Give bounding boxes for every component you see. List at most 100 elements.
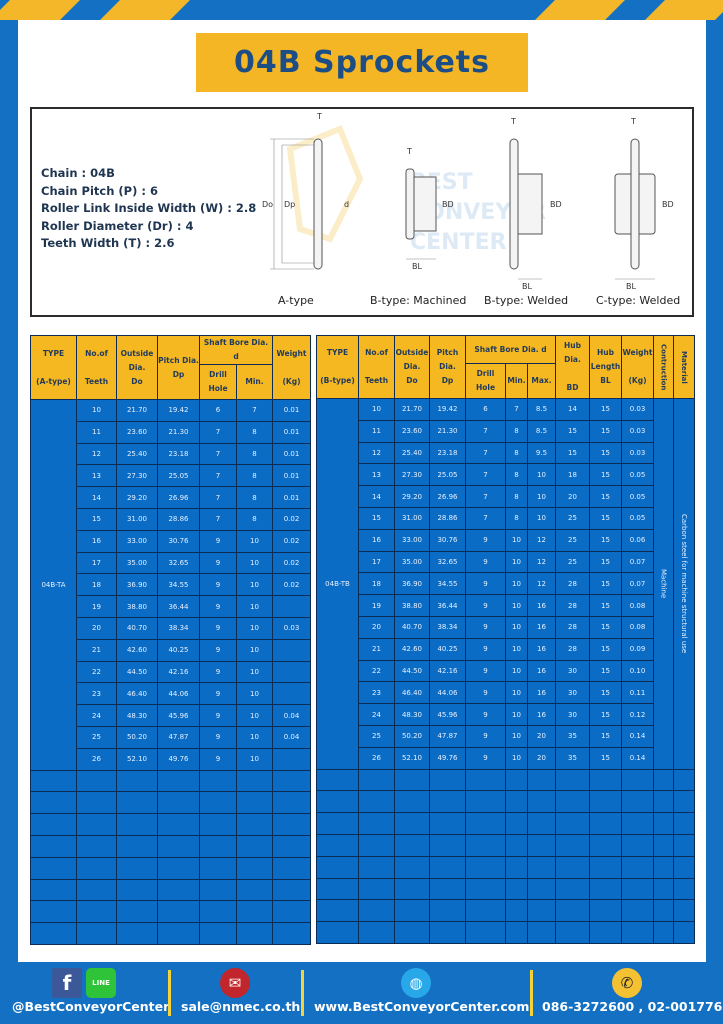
table-cell — [116, 878, 158, 902]
table-row: 16 33.00 30.76 9 10 0.02 — [31, 529, 311, 553]
table-cell — [199, 922, 237, 945]
table-cell — [589, 877, 622, 901]
table-cell: 15 — [589, 550, 622, 574]
table-row: 12 25.40 23.18 7 8 0.01 — [31, 442, 311, 466]
table-row: 11 23.60 21.30 7 8 8.5 15 15 0.03 — [317, 419, 695, 443]
table-cell: 29.20 — [116, 486, 158, 509]
label-bl: BL — [412, 262, 422, 271]
table-cell — [358, 921, 395, 944]
empty-cell — [30, 769, 77, 793]
table-cell: 15 — [555, 419, 590, 443]
table-cell: 0.01 — [272, 442, 311, 466]
table-cell: 45.96 — [429, 703, 466, 726]
table-cell: 28 — [555, 615, 590, 639]
table-cell: 10 — [505, 703, 528, 726]
table-cell: 15 — [589, 506, 622, 530]
social-handle[interactable]: @BestConveyorCenter — [12, 999, 170, 1014]
table-cell: 15 — [589, 703, 622, 726]
table-cell: 9 — [465, 681, 506, 705]
table-cell: 32.65 — [157, 551, 200, 575]
table-cell: 21.70 — [394, 398, 430, 421]
table-cell: 18 — [358, 572, 395, 596]
table-cell — [555, 855, 590, 879]
header-hub-length: Hub Length BL — [589, 335, 622, 399]
table-cell — [589, 790, 622, 814]
table-cell: 8 — [236, 507, 273, 531]
table-cell — [157, 791, 200, 815]
facebook-icon[interactable]: f — [52, 968, 82, 998]
table-row: 20 40.70 38.34 9 10 0.03 — [31, 616, 311, 640]
table-cell: 14 — [555, 398, 590, 421]
table-cell: 38.80 — [394, 594, 430, 617]
table-cell: 10 — [236, 660, 273, 684]
line-icon[interactable]: LINE — [86, 968, 116, 998]
table-cell: 25 — [358, 724, 395, 748]
caption-c-welded: C-type: Welded — [596, 294, 681, 307]
table-cell — [116, 769, 158, 793]
table-cell: 42.60 — [116, 638, 158, 662]
table-cell: 31.00 — [394, 506, 430, 530]
table-cell: 15 — [358, 506, 395, 530]
svg-text:T: T — [510, 117, 516, 126]
table-cell — [621, 768, 654, 792]
empty-cell — [673, 833, 695, 857]
header-teeth: No.of Teeth — [76, 335, 117, 400]
spec-pitch: Chain Pitch (P) : 6 — [41, 183, 158, 198]
table-cell: 15 — [589, 419, 622, 443]
table-cell: 8 — [236, 420, 273, 444]
table-cell — [157, 922, 200, 945]
table-cell: 42.16 — [157, 660, 200, 684]
empty-cell — [653, 790, 674, 814]
table-cell: 8 — [505, 419, 528, 443]
table-row: 24 48.30 45.96 9 10 0.04 — [31, 704, 311, 727]
header-pitch-dia: Pitch Dia. Dp — [429, 335, 466, 399]
table-cell: 40.25 — [157, 638, 200, 662]
header-shaft-bore: Shaft Bore Dia. d — [199, 335, 273, 365]
table-cell — [157, 813, 200, 836]
table-cell: 10 — [236, 725, 273, 749]
website-link[interactable]: www.BestConveyorCenter.com — [314, 999, 530, 1014]
table-cell — [236, 922, 273, 945]
table-cell: 7 — [465, 463, 506, 487]
empty-cell — [673, 812, 695, 835]
table-cell: 0.02 — [272, 529, 311, 553]
table-cell — [116, 813, 158, 836]
table-cell — [465, 768, 506, 792]
table-cell: 15 — [589, 681, 622, 705]
table-cell — [527, 877, 556, 901]
empty-cell — [316, 790, 359, 814]
table-cell: 10 — [236, 616, 273, 640]
email-link[interactable]: sale@nmec.co.th — [181, 999, 301, 1014]
table-cell — [272, 791, 311, 815]
table-cell: 16 — [527, 615, 556, 639]
empty-cell — [30, 900, 77, 924]
table-b-type: TYPE (B-type) No.of Teeth Outside Dia. Do Pi… — [316, 335, 695, 944]
table-cell: 9 — [465, 724, 506, 748]
table-cell: 20 — [527, 724, 556, 748]
table-cell: 48.30 — [394, 703, 430, 726]
table-cell: 33.00 — [116, 529, 158, 553]
table-cell: 15 — [589, 398, 622, 421]
table-cell — [527, 921, 556, 944]
table-cell: 8 — [505, 485, 528, 508]
table-row: 13 27.30 25.05 7 8 10 18 15 0.05 — [317, 463, 695, 487]
table-cell: 0.01 — [272, 464, 311, 488]
table-cell: 9 — [199, 704, 237, 727]
empty-row — [316, 855, 695, 879]
phone-numbers[interactable]: 086-3272600 , 02-0017766 — [542, 999, 723, 1014]
header-max: Max. — [527, 363, 556, 399]
table-cell: 0.14 — [621, 724, 654, 748]
type-cell: 04B-TB — [316, 398, 359, 770]
table-cell: 16 — [527, 681, 556, 705]
caption-b-machined: B-type: Machined — [370, 294, 467, 307]
divider — [530, 970, 533, 1016]
table-cell: 23 — [358, 681, 395, 705]
table-cell: 28 — [555, 637, 590, 661]
table-cell: 10 — [236, 747, 273, 771]
table-row: 25 50.20 47.87 9 10 20 35 15 0.14 — [317, 724, 695, 748]
table-cell — [76, 791, 117, 815]
table-row: 24 48.30 45.96 9 10 16 30 15 0.12 — [317, 703, 695, 726]
table-cell: 17 — [358, 550, 395, 574]
table-cell — [199, 813, 237, 836]
empty-row — [316, 790, 695, 814]
